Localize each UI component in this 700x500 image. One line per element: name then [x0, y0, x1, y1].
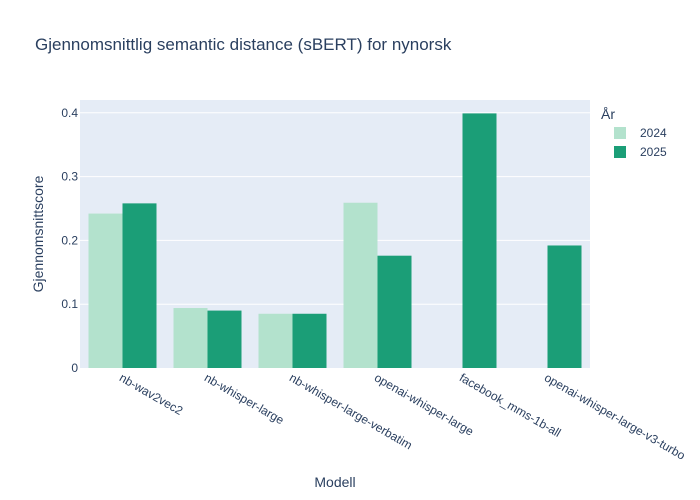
bar-2024 [88, 213, 123, 368]
y-tick-label: 0.1 [61, 297, 78, 311]
legend-swatch [614, 146, 626, 158]
bar-2025 [292, 313, 327, 368]
y-tick-label: 0.2 [61, 233, 78, 247]
bar-2025 [207, 310, 242, 368]
y-axis-title: Gjennomsnittscore [30, 175, 46, 292]
legend-label: 2024 [640, 126, 667, 140]
bar-2024 [258, 313, 293, 368]
y-tick-label: 0 [71, 361, 78, 375]
y-tick-label: 0.4 [61, 106, 78, 120]
bar-2025 [377, 255, 412, 368]
bar-2024 [343, 202, 378, 368]
legend-label: 2025 [640, 145, 667, 159]
plot-background [80, 100, 590, 368]
bar-2025 [547, 245, 582, 368]
bar-2025 [462, 113, 497, 369]
chart-title: Gjennomsnittlig semantic distance (sBERT… [35, 35, 452, 54]
legend-title: År [601, 106, 615, 122]
legend-swatch [614, 127, 626, 139]
y-tick-label: 0.3 [61, 170, 78, 184]
bar-2025 [122, 203, 157, 368]
bar-2024 [173, 308, 208, 368]
x-axis-title: Modell [314, 474, 355, 490]
legend: År 2024 2025 [601, 106, 667, 159]
